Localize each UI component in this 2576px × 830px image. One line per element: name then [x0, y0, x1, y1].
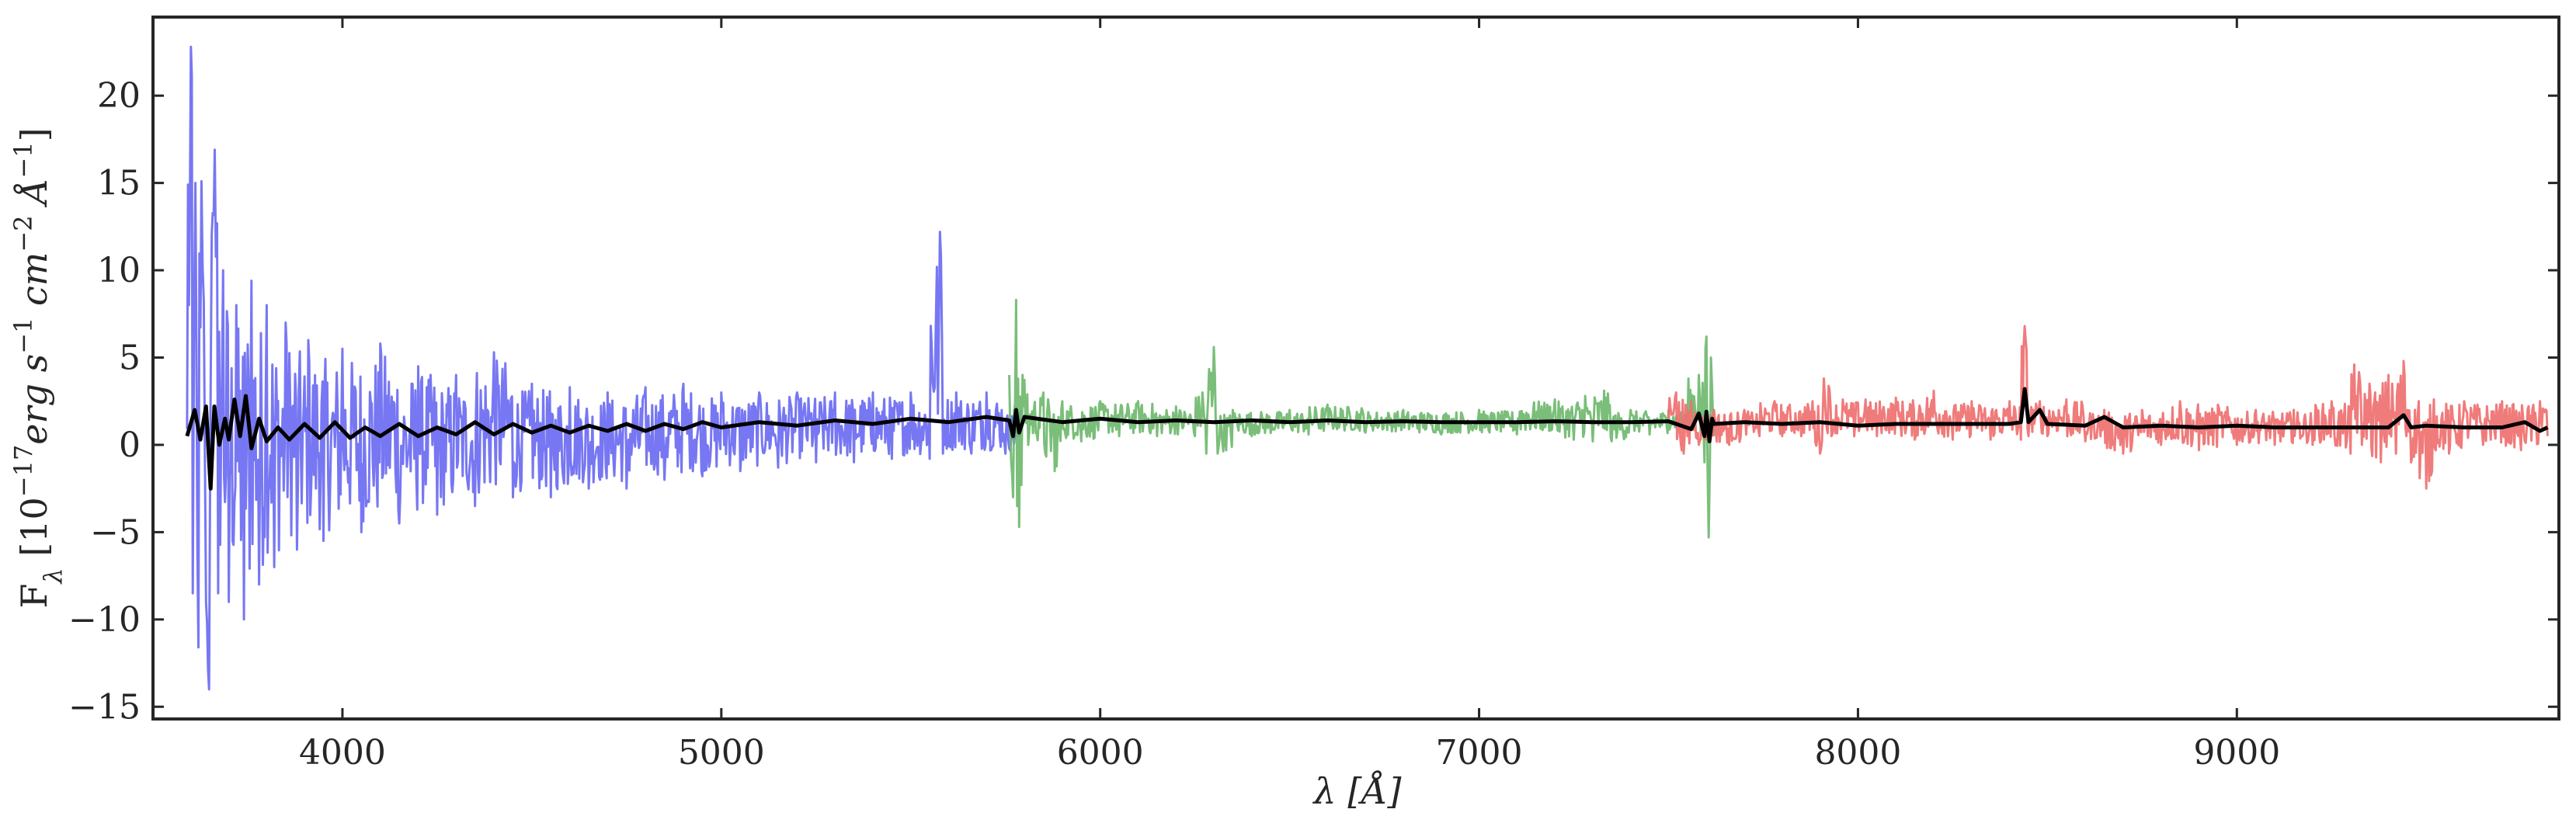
spectrum-series-4 [185, 387, 2549, 491]
x-tick-label: 8000 [1814, 733, 1901, 773]
x-tick-label: 6000 [1057, 733, 1144, 773]
tick-layer: 4000 5000 6000 7000 8000 9000 −15 −10 −5 0 5 10 15 20 [68, 17, 2559, 773]
x-tick-label: 5000 [678, 733, 765, 773]
y-tick-label: 5 [119, 339, 141, 378]
y-tick-label: −5 [90, 512, 141, 552]
y-label-cm-exp: −2 [9, 215, 38, 252]
series-layer [185, 45, 2549, 691]
y-label-s-exp: −1 [9, 318, 38, 354]
y-tick-label: −15 [68, 687, 141, 727]
y-axis-label: Fλ [10−17erg s−1 cm−2 Å−1] [9, 127, 68, 608]
y-label-a: Å [12, 179, 55, 216]
x-tick-label: 9000 [2193, 733, 2280, 773]
x-tick-label: 7000 [1436, 733, 1523, 773]
y-tick-label: 0 [119, 425, 141, 465]
y-label-a-exp: −1 [9, 141, 38, 178]
y-label-cm: cm [13, 252, 55, 318]
x-axis-label: λ [Å] [1312, 769, 1402, 812]
y-tick-label: 20 [97, 76, 141, 116]
y-label-close: ] [13, 127, 55, 141]
spectrum-series-2 [1008, 298, 1716, 539]
y-label-f: F [13, 584, 55, 609]
spectrum-series-1 [186, 45, 1022, 691]
y-label-erg: erg s [13, 354, 55, 445]
y-tick-label: −10 [68, 600, 141, 640]
y-tick-label: 15 [97, 164, 141, 203]
y-label-exp: −17 [9, 445, 38, 498]
plot-frame [151, 16, 2560, 721]
y-label-sub: λ [38, 568, 68, 585]
plot-background [153, 17, 2559, 719]
y-tick-label: 10 [97, 251, 141, 290]
x-tick-label: 4000 [299, 733, 386, 773]
y-label-open: [10 [13, 497, 55, 568]
